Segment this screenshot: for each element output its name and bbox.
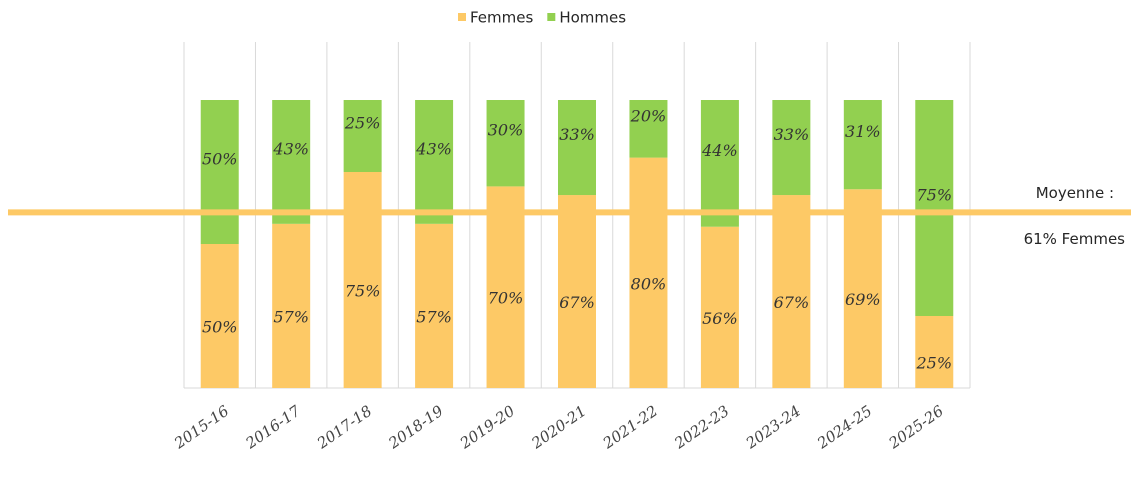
x-tick-label: 2015-16	[170, 402, 233, 453]
x-tick-label: 2022-23	[670, 402, 732, 453]
data-label: 20%	[630, 106, 667, 125]
data-label: 25%	[344, 114, 381, 133]
bar-segment	[629, 100, 668, 158]
legend-swatch	[547, 13, 556, 21]
bar-segment	[843, 100, 882, 190]
data-label: 50%	[202, 150, 238, 169]
legend-swatch	[458, 13, 466, 21]
data-label: 25%	[915, 354, 952, 373]
bar-segment	[558, 100, 596, 196]
x-tick-label: 2019-20	[456, 402, 519, 453]
bar-segment	[272, 100, 311, 224]
data-label: 43%	[415, 139, 452, 158]
bar-segment	[772, 195, 811, 388]
data-label: 31%	[845, 122, 881, 141]
legend-label: Hommes	[559, 9, 626, 27]
data-label: 30%	[488, 121, 524, 140]
x-tick-label: 2016-17	[242, 402, 305, 453]
bar-segment	[915, 316, 954, 388]
data-label: 69%	[845, 290, 881, 309]
data-label: 75%	[345, 282, 381, 301]
annotation: Moyenne :	[1036, 184, 1114, 202]
bar-segment	[700, 226, 739, 388]
bar-segment	[200, 100, 239, 244]
data-label: 43%	[272, 139, 309, 158]
bar-segment	[915, 100, 954, 316]
legend-label: Femmes	[470, 9, 533, 27]
bar-segment	[415, 100, 454, 224]
bar-segment	[200, 244, 239, 388]
bar-segment	[772, 100, 811, 196]
bar-segment	[343, 172, 382, 388]
data-label: 33%	[774, 125, 810, 144]
x-tick-label: 2018-19	[384, 402, 447, 453]
bar-segment	[558, 195, 596, 388]
bar-segment	[343, 100, 382, 172]
data-label: 33%	[559, 125, 595, 144]
bar-segment	[843, 189, 882, 388]
data-label: 50%	[202, 318, 238, 337]
data-label: 75%	[916, 186, 952, 205]
bar-segment	[486, 100, 525, 187]
data-label: 67%	[559, 293, 595, 312]
x-tick-label: 2024-25	[813, 402, 875, 453]
annotation: 61% Femmes	[1024, 230, 1126, 248]
x-tick-label: 2017-18	[313, 402, 375, 453]
data-label: 44%	[701, 141, 738, 160]
data-label: 80%	[631, 274, 667, 293]
bar-segment	[486, 186, 525, 388]
data-label: 57%	[416, 307, 452, 326]
x-tick-label: 2023-24	[742, 402, 804, 453]
x-tick-label: 2021-22	[599, 402, 661, 453]
bar-segment	[415, 223, 454, 388]
data-label: 70%	[488, 289, 524, 308]
bar-segment	[700, 100, 739, 227]
data-label: 57%	[273, 307, 309, 326]
data-label: 56%	[702, 309, 738, 328]
data-label: 67%	[774, 293, 810, 312]
x-tick-label: 2020-21	[527, 402, 589, 453]
bar-segment	[629, 157, 668, 388]
bar-segment	[272, 223, 311, 388]
x-tick-label: 2025-26	[885, 402, 948, 453]
